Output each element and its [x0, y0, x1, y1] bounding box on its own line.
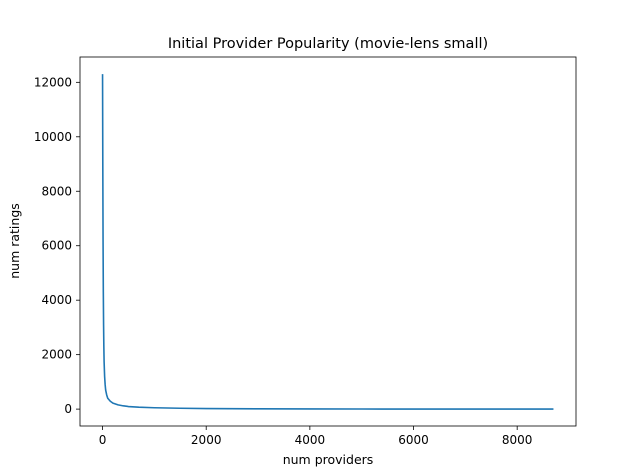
y-tick-label: 12000 [34, 75, 72, 89]
y-tick-label: 0 [64, 402, 72, 416]
x-tick-label: 2000 [191, 433, 222, 447]
x-tick-label: 4000 [295, 433, 326, 447]
series-layer [101, 74, 554, 410]
series-line-0 [101, 74, 554, 410]
y-tick-label: 6000 [41, 239, 72, 253]
x-axis-ticks: 0 2000 4000 6000 8000 [99, 426, 533, 447]
x-tick-label: 6000 [398, 433, 429, 447]
y-axis-ticks: 0 2000 4000 6000 8000 10000 12000 [34, 75, 80, 416]
x-tick-label: 0 [99, 433, 107, 447]
plot-frame [79, 56, 577, 427]
plot-area: 0 2000 4000 6000 8000 0 2000 4000 6000 8000 10000… [34, 56, 577, 447]
x-tick-label: 8000 [502, 433, 533, 447]
y-tick-label: 8000 [41, 184, 72, 198]
x-axis-label: num providers [283, 452, 374, 467]
y-tick-label: 2000 [41, 348, 72, 362]
y-tick-label: 10000 [34, 130, 72, 144]
chart-title: Initial Provider Popularity (movie-lens … [168, 36, 488, 52]
y-axis-label: num ratings [7, 203, 22, 279]
y-tick-label: 4000 [41, 293, 72, 307]
